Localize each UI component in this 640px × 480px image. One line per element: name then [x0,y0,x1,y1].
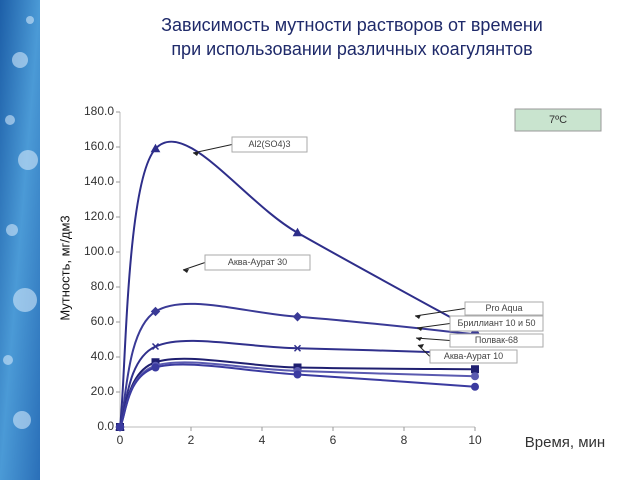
y-tick-label: 160.0 [84,139,114,153]
callout-head [193,152,199,156]
y-tick-label: 60.0 [91,314,115,328]
callout-box [449,333,544,348]
y-tick-label: 80.0 [91,279,115,293]
marker [151,342,160,351]
y-tick-label: 40.0 [91,349,115,363]
marker [292,227,303,237]
temperature: 7ºC [549,114,567,126]
line [119,339,476,428]
callout-head [417,327,423,331]
marker [292,312,303,322]
line [119,302,476,428]
callout-box [429,349,518,364]
legend-label: Полвак-68 [475,335,518,345]
legend-label: Al2(SO4)3 [248,139,290,149]
callout-arrow [192,144,233,154]
callout-head [415,315,421,319]
y-tick-label: 180.0 [84,104,114,118]
legend-label: Бриллиант 10 и 50 [457,318,535,328]
x-tick-label: 6 [330,433,337,447]
water-strip [0,0,40,480]
y-tick-label: 120.0 [84,209,114,223]
line [119,363,476,428]
marker [151,363,160,372]
x-tick-label: 10 [468,433,482,447]
line [119,140,476,428]
y-tick-label: 20.0 [91,384,115,398]
callout-box [204,254,311,271]
temperature-box [514,108,602,132]
x-tick-label: 4 [259,433,266,447]
x-tick-label: 0 [117,433,124,447]
callout-box [464,301,544,316]
x-axis-label: Время, мин [525,434,605,451]
callout-arrow [417,344,431,357]
callout-box [231,136,308,153]
legend-label: Pro Aqua [485,303,522,313]
marker [293,344,302,352]
legend-label: Аква-Аурат 30 [228,257,287,267]
callout-arrow [415,337,451,341]
x-tick-label: 8 [401,433,408,447]
title: Зависимость мутности растворов от времен… [161,15,543,59]
callout-head [183,269,189,273]
marker [471,365,479,374]
callout-arrow [182,262,206,271]
callout-arrow [414,308,466,317]
marker [150,306,161,317]
marker [150,143,161,153]
marker [471,372,479,381]
callout-box [449,315,544,332]
callout-head [416,337,422,341]
legend-label: Аква-Аурат 10 [444,351,503,361]
y-axis-label: Мутность, мг/дм3 [57,215,72,320]
x-tick-label: 2 [188,433,195,447]
callout-head [418,344,424,348]
y-tick-label: 100.0 [84,244,114,258]
y-tick-label: 140.0 [84,174,114,188]
drops [3,16,38,429]
y-tick-label: 0.0 [97,419,114,433]
marker [293,370,302,379]
marker [116,423,124,431]
marker [471,382,479,391]
